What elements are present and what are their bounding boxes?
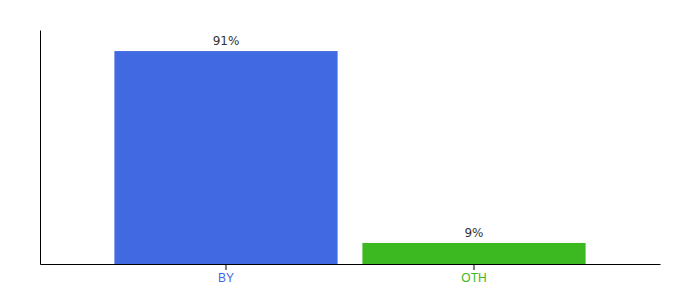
bars	[114, 51, 585, 264]
bar	[362, 243, 585, 264]
x-axis: BY OTH	[41, 264, 661, 285]
x-tick-label: OTH	[461, 271, 486, 285]
bar	[114, 51, 337, 264]
data-label: 91%	[213, 34, 240, 48]
data-labels: 91% 9%	[213, 34, 484, 240]
data-label: 9%	[464, 226, 483, 240]
y-axis	[40, 31, 41, 265]
x-tick-label: BY	[218, 271, 234, 285]
x-tick-mark	[474, 264, 475, 270]
y-axis-line	[40, 31, 41, 265]
chart: BY OTH 91% 9%	[0, 0, 680, 300]
plot: BY OTH 91% 9%	[41, 31, 661, 285]
x-tick: BY	[218, 264, 234, 285]
x-tick: OTH	[461, 264, 486, 285]
x-axis-line	[41, 264, 661, 265]
x-tick-mark	[226, 264, 227, 270]
